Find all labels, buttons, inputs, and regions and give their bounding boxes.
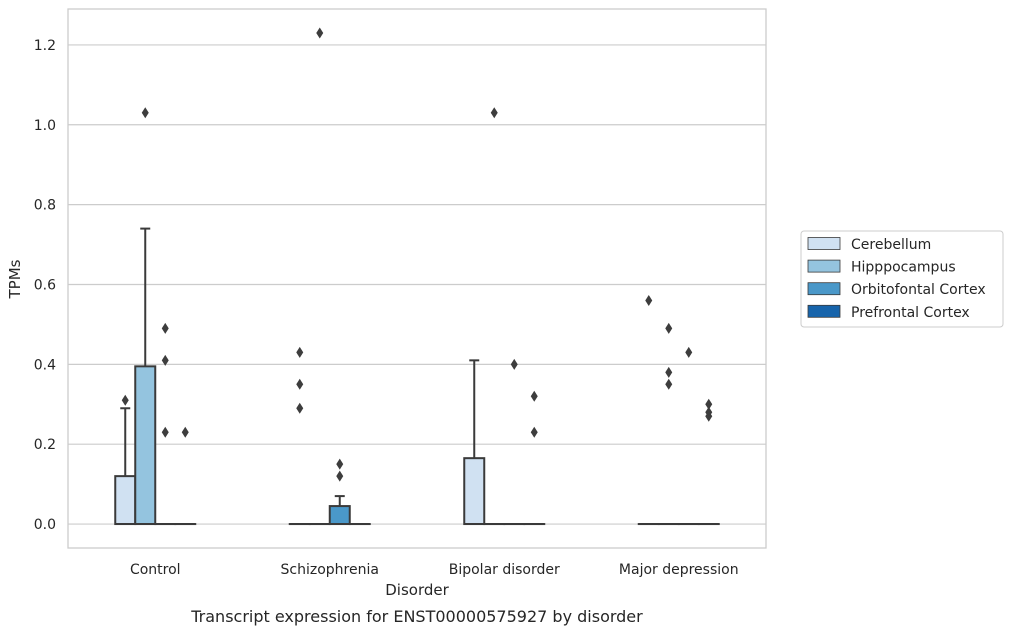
x-tick-label: Schizophrenia xyxy=(281,562,379,578)
y-tick-label: 0.8 xyxy=(34,198,56,214)
chart-caption: Transcript expression for ENST0000057592… xyxy=(190,607,643,626)
box-prefrontal-cortex-0 xyxy=(175,427,195,524)
legend-label: Hipppocampus xyxy=(851,260,956,276)
outlier-point xyxy=(162,323,169,334)
x-tick-label: Major depression xyxy=(619,562,739,578)
outlier-point xyxy=(665,323,672,334)
outlier-point xyxy=(336,471,343,482)
box-body xyxy=(135,366,155,524)
outlier-point xyxy=(531,391,538,402)
x-tick-label: Bipolar disorder xyxy=(449,562,560,578)
outlier-point xyxy=(296,347,303,358)
y-tick-label: 0.2 xyxy=(34,437,56,453)
outlier-point xyxy=(511,359,518,370)
box-body xyxy=(115,476,135,524)
box-body xyxy=(464,458,484,524)
legend-swatch xyxy=(808,238,840,250)
y-tick-label: 0.6 xyxy=(34,277,56,293)
outlier-point xyxy=(296,379,303,390)
y-axis-label: TPMs xyxy=(6,259,24,299)
legend-swatch xyxy=(808,283,840,295)
box-orbitofontal-cortex-2 xyxy=(504,359,524,524)
plot-frame xyxy=(68,9,766,548)
outlier-point xyxy=(491,107,498,118)
box-hipppocampus-0 xyxy=(135,107,155,524)
y-tick-label: 0.4 xyxy=(34,357,56,373)
legend: Cerebellum Hipppocampus Orbitofontal Corte… xyxy=(801,231,1003,327)
box-hipppocampus-1 xyxy=(310,27,330,524)
y-tick-label: 1.0 xyxy=(34,118,56,134)
box-orbitofontal-cortex-1 xyxy=(330,459,350,524)
outlier-point xyxy=(162,427,169,438)
box-orbitofontal-cortex-0 xyxy=(155,323,175,524)
outlier-point xyxy=(122,395,129,406)
box-cerebellum-1 xyxy=(290,347,310,524)
y-tick-label: 0.0 xyxy=(34,517,56,533)
outlier-point xyxy=(316,27,323,38)
outlier-point xyxy=(296,403,303,414)
outlier-point xyxy=(665,379,672,390)
outlier-point xyxy=(645,295,652,306)
box-hipppocampus-3 xyxy=(659,323,679,524)
outlier-point xyxy=(336,459,343,470)
outlier-point xyxy=(685,347,692,358)
outlier-point xyxy=(182,427,189,438)
legend-label: Orbitofontal Cortex xyxy=(851,282,986,298)
box-cerebellum-2 xyxy=(464,360,484,524)
x-axis-label: Disorder xyxy=(385,581,449,599)
outlier-point xyxy=(142,107,149,118)
y-tick-label: 1.2 xyxy=(34,38,56,54)
outlier-point xyxy=(531,427,538,438)
box-hipppocampus-2 xyxy=(484,107,504,524)
box-body xyxy=(330,506,350,524)
outlier-point xyxy=(665,367,672,378)
legend-label: Cerebellum xyxy=(851,237,931,253)
legend-label: Prefrontal Cortex xyxy=(851,305,970,321)
legend-swatch xyxy=(808,305,840,317)
box-prefrontal-cortex-2 xyxy=(524,391,544,524)
outlier-point xyxy=(705,399,712,410)
legend-swatch xyxy=(808,260,840,272)
x-tick-label: Control xyxy=(130,562,181,578)
box-orbitofontal-cortex-3 xyxy=(679,347,699,524)
box-cerebellum-3 xyxy=(639,295,659,524)
box-cerebellum-0 xyxy=(115,395,135,524)
box-prefrontal-cortex-3 xyxy=(699,399,719,524)
